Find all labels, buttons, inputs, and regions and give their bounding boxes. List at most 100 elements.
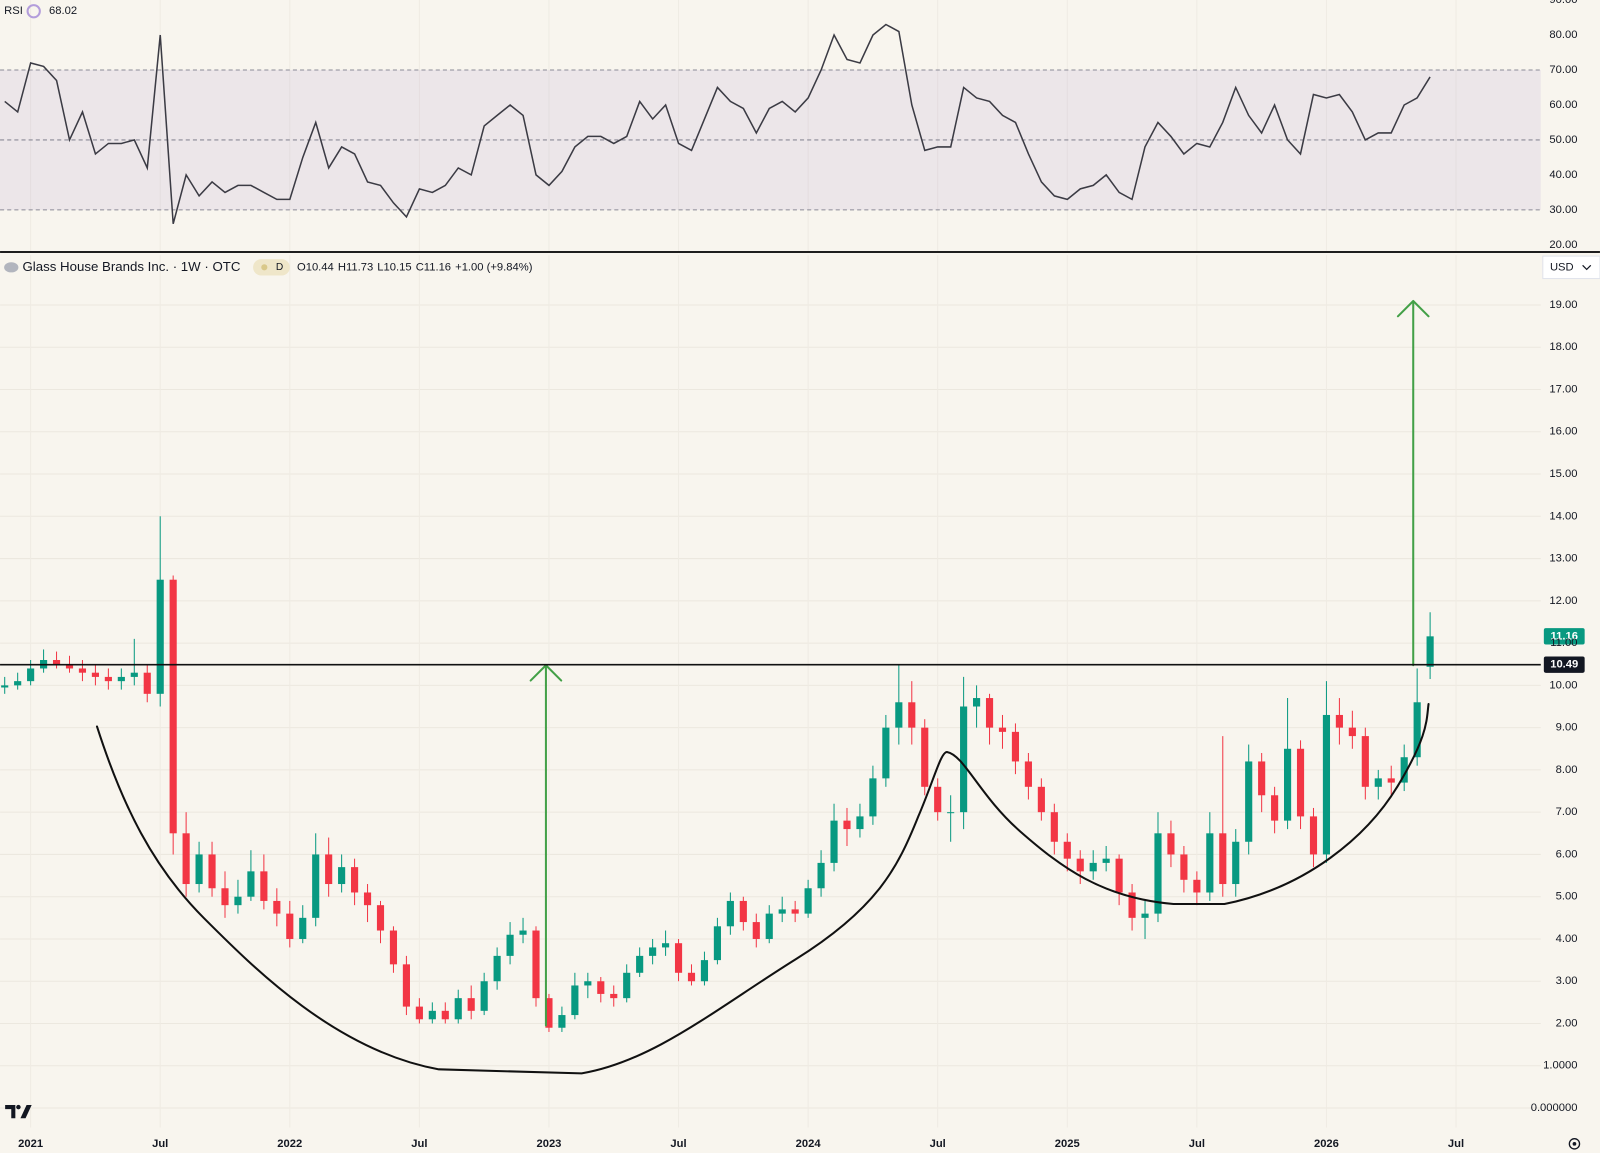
x-tick-label: 2025 xyxy=(1055,1138,1080,1150)
candle-body xyxy=(947,812,955,814)
y-tick-label: 5.00 xyxy=(1556,891,1578,903)
x-tick-label: 2021 xyxy=(18,1138,43,1150)
candle-body xyxy=(830,820,838,863)
candle-body xyxy=(363,892,372,906)
x-tick-label: 2026 xyxy=(1314,1138,1339,1150)
candle-body xyxy=(843,820,851,830)
candle-body xyxy=(273,900,281,914)
candle-body xyxy=(1089,862,1097,872)
settings-icon[interactable] xyxy=(1568,1138,1581,1150)
candle-body xyxy=(1335,714,1343,728)
candle-body xyxy=(1219,833,1227,885)
rsi-icon xyxy=(26,4,41,19)
candle-body xyxy=(130,672,138,677)
candle-body xyxy=(1258,761,1266,796)
candle-body xyxy=(908,702,916,728)
candle-body xyxy=(869,778,877,817)
rsi-tick-label: 20.00 xyxy=(1549,239,1577,251)
rsi-pane xyxy=(0,23,1541,225)
candle-body xyxy=(882,727,890,779)
y-tick-label: 6.00 xyxy=(1556,848,1578,860)
candle-body xyxy=(506,934,514,956)
candle-body xyxy=(1063,841,1071,859)
candle-body xyxy=(428,1010,436,1020)
candle-body xyxy=(52,660,61,665)
candle-body xyxy=(1374,778,1382,787)
candle-body xyxy=(985,698,994,728)
candle-body xyxy=(1154,833,1162,914)
candle-body xyxy=(1361,736,1369,787)
change-label: +1.00 (+9.84%) xyxy=(455,261,533,273)
candle-body xyxy=(195,854,203,885)
candle-body xyxy=(739,900,747,923)
candle-body xyxy=(623,972,631,999)
candle-body xyxy=(1193,879,1201,893)
y-tick-label: 12.00 xyxy=(1549,595,1577,607)
rsi-line xyxy=(4,23,1431,225)
candle-body xyxy=(1387,778,1395,783)
candle-body xyxy=(1076,858,1084,872)
candle-body xyxy=(973,698,981,707)
candle-body xyxy=(1037,786,1045,813)
candle-body xyxy=(778,909,786,914)
badge: D xyxy=(276,262,283,273)
y-tick-label: 4.00 xyxy=(1556,933,1578,945)
last-price-label: 11.16 xyxy=(1551,630,1578,642)
candle-body xyxy=(1232,841,1240,885)
currency[interactable]: USD xyxy=(1550,261,1574,273)
candle-body xyxy=(1102,858,1110,863)
symbol-icon xyxy=(4,262,19,273)
x-tick-label: Jul xyxy=(670,1138,686,1150)
candle-body xyxy=(1284,748,1292,821)
currency-chevron xyxy=(1582,264,1592,271)
candle-body xyxy=(765,913,773,939)
candle-body xyxy=(415,1006,423,1020)
y-tick-label: 17.00 xyxy=(1549,383,1577,395)
candle-body xyxy=(649,947,657,956)
candle-body xyxy=(260,871,268,901)
candle-body xyxy=(156,579,164,694)
candle-body xyxy=(519,930,527,935)
candle-body xyxy=(27,668,35,682)
candle-body xyxy=(817,862,825,889)
x-tick-label: 2024 xyxy=(796,1138,822,1150)
candle-body xyxy=(662,943,670,948)
candle-body xyxy=(1050,812,1058,842)
symbol-title: Glass House Brands Inc. · 1W · OTC xyxy=(22,259,240,274)
x-tick-label: Jul xyxy=(1189,1138,1205,1150)
y-tick-label: 2.00 xyxy=(1556,1017,1578,1029)
candle-body xyxy=(480,981,488,1011)
badge-bg xyxy=(253,259,290,276)
y-tick-label: 8.00 xyxy=(1556,764,1578,776)
candle-body xyxy=(493,955,501,982)
candle-body xyxy=(804,888,812,914)
rsi-value: 68.02 xyxy=(49,5,77,17)
candle-body xyxy=(1115,858,1123,893)
candle-body xyxy=(610,993,618,999)
candle-body xyxy=(1296,748,1305,817)
y-tick-label: 19.00 xyxy=(1549,299,1577,311)
x-tick-label: 2022 xyxy=(277,1138,302,1150)
candle-body xyxy=(312,854,320,918)
candle-body xyxy=(752,922,760,939)
arrow-head xyxy=(1396,299,1430,318)
y-tick-label: 18.00 xyxy=(1549,341,1577,353)
candle-body xyxy=(1,685,9,688)
candle-body xyxy=(895,702,903,728)
candle-body xyxy=(960,706,968,813)
y-tick-label: 10.00 xyxy=(1549,679,1577,691)
candle-body xyxy=(1206,833,1214,893)
candle-body xyxy=(91,672,99,677)
y-tick-label: 16.00 xyxy=(1549,426,1577,438)
candle-body xyxy=(532,930,540,999)
grid xyxy=(0,0,1541,1128)
candle-body xyxy=(65,664,74,669)
candle-body xyxy=(221,888,229,906)
candle-body xyxy=(14,681,22,686)
candle-body xyxy=(921,727,929,787)
candle-body xyxy=(338,867,346,885)
candle-body xyxy=(998,727,1007,732)
